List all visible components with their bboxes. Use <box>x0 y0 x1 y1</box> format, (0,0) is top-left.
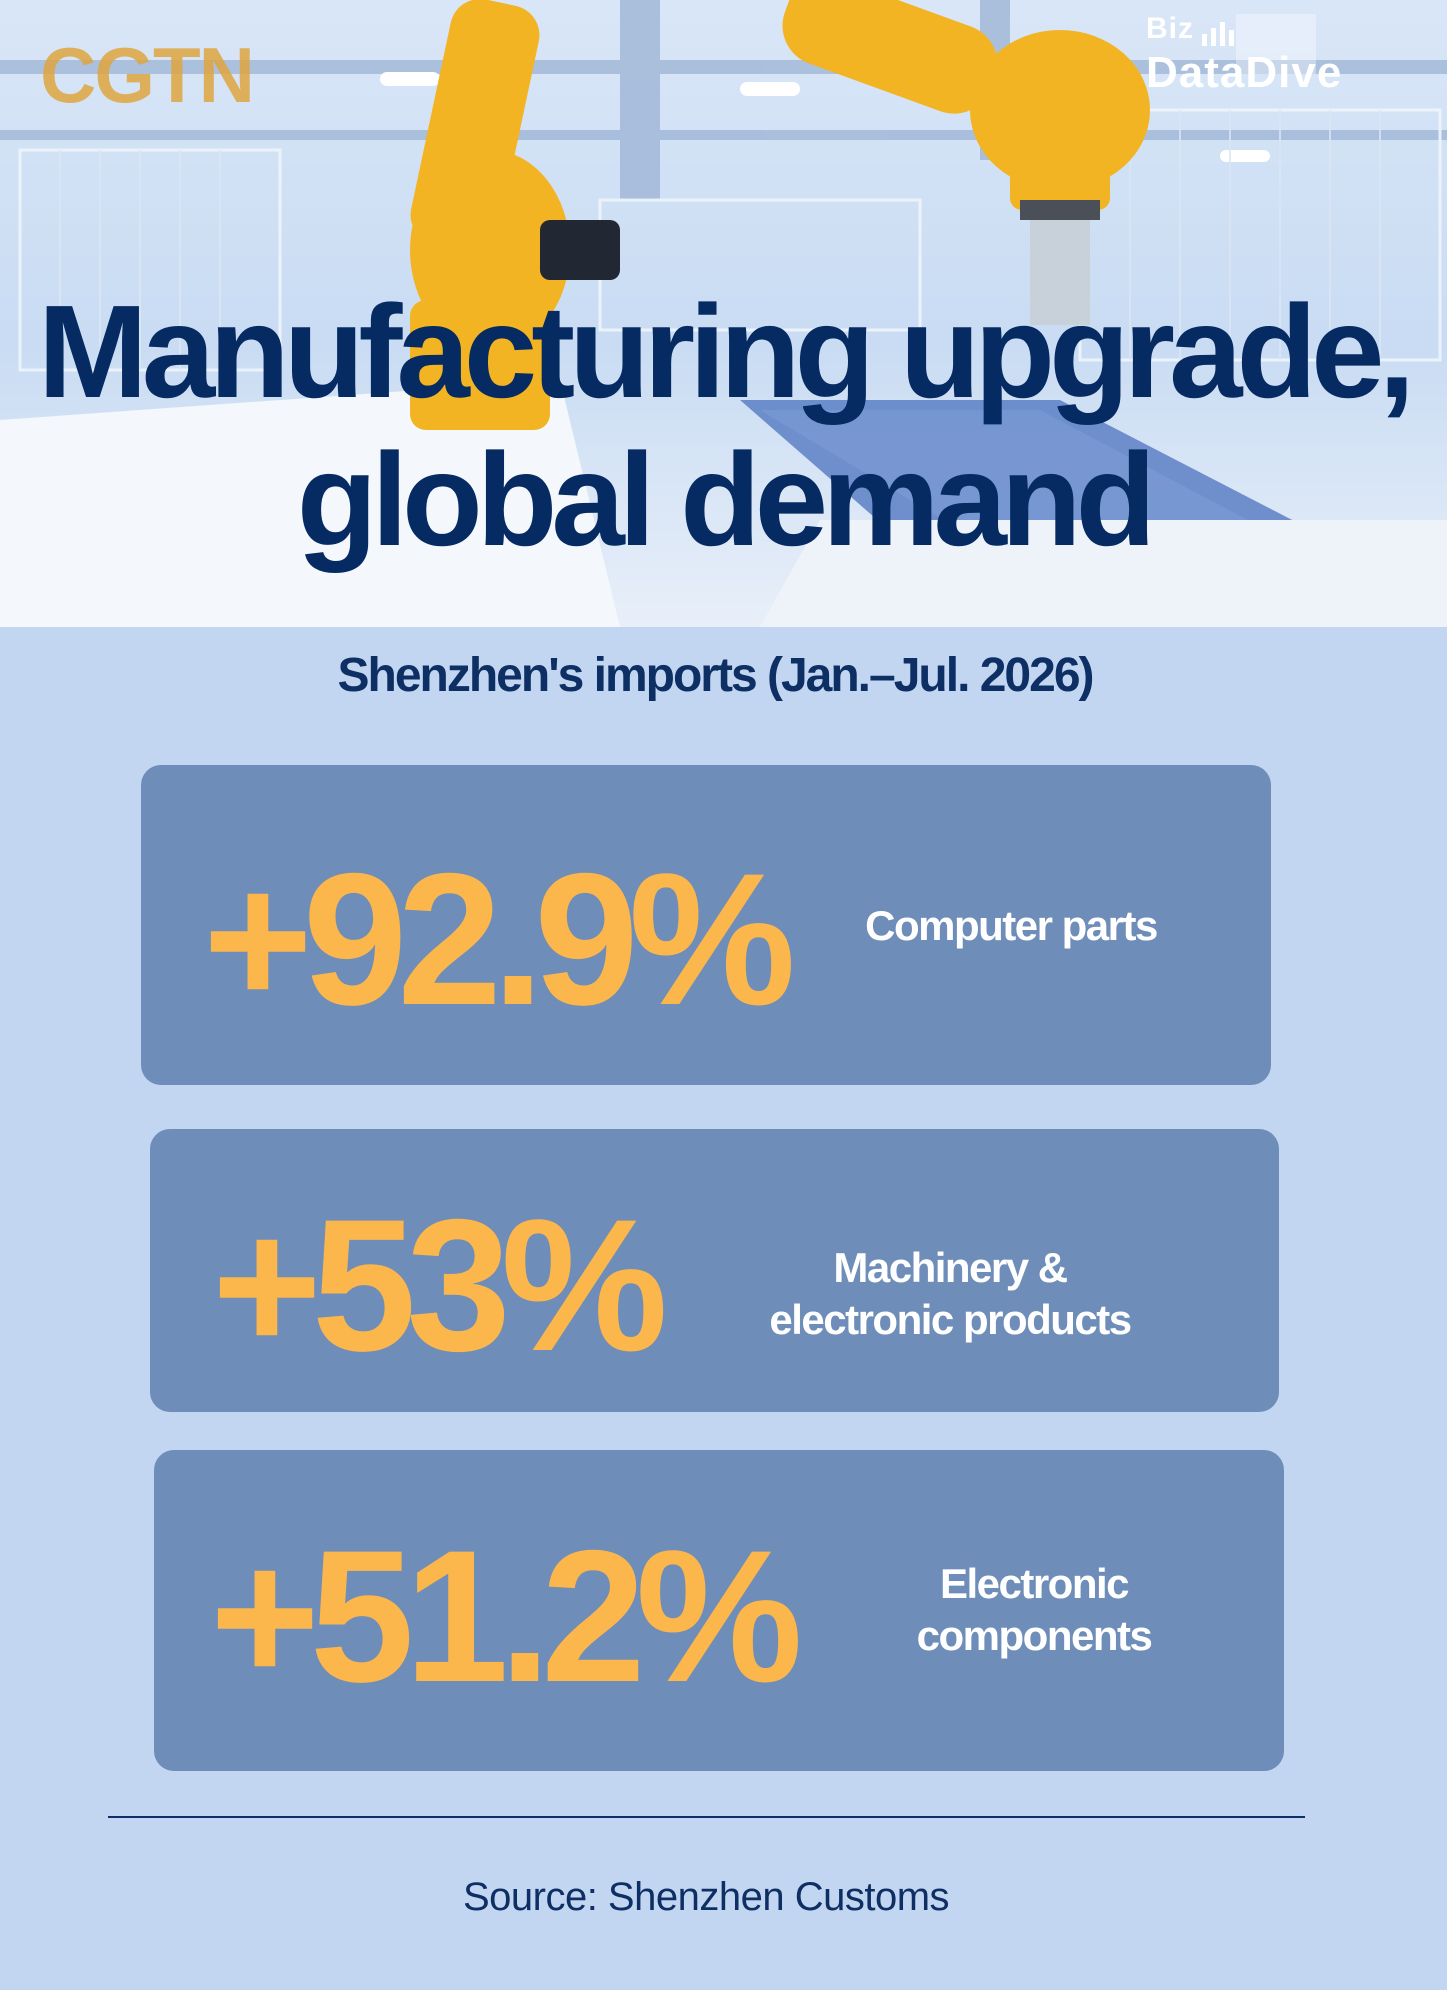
bar-chart-icon <box>1202 22 1234 46</box>
brand-top-text: Biz <box>1146 12 1194 45</box>
stat-label: Machinery & electronic products <box>750 1242 1150 1346</box>
headline-line-2: global demand <box>296 426 1156 573</box>
stat-label-line-1: Computer parts <box>865 902 1158 949</box>
headline: Manufacturing upgrade, global demand <box>0 278 1447 574</box>
stat-label-line-1: Electronic <box>939 1560 1130 1607</box>
stat-card-machinery: +53% Machinery & electronic products <box>150 1129 1279 1412</box>
divider <box>108 1816 1305 1818</box>
stat-value: +53% <box>212 1180 668 1390</box>
hero-banner: CGTN Biz DataDive Manufacturing upgrade,… <box>0 0 1447 627</box>
source-note: Source: Shenzhen Customs <box>462 1875 950 1919</box>
stat-card-computer-parts: +92.9% Computer parts <box>141 765 1271 1085</box>
stat-label-line-2: components <box>916 1612 1153 1659</box>
stat-card-electronic-components: +51.2% Electronic components <box>154 1450 1284 1771</box>
subtitle: Shenzhen's imports (Jan.–Jul. 2026) <box>337 649 1095 702</box>
stat-value: +51.2% <box>210 1511 803 1721</box>
stat-label-line-1: Machinery & <box>833 1244 1068 1291</box>
biz-datadive-logo: Biz DataDive <box>1146 12 1346 97</box>
cgtn-logo: CGTN <box>40 31 255 119</box>
stat-label: Electronic components <box>874 1558 1194 1662</box>
factory-robot-arm-photo <box>0 0 1447 627</box>
stat-label-line-2: electronic products <box>769 1296 1132 1343</box>
brand-bottom-text: DataDive <box>1146 48 1343 97</box>
stat-value: +92.9% <box>203 834 796 1044</box>
headline-line-1: Manufacturing upgrade, <box>37 278 1415 425</box>
stat-label: Computer parts <box>831 900 1191 952</box>
